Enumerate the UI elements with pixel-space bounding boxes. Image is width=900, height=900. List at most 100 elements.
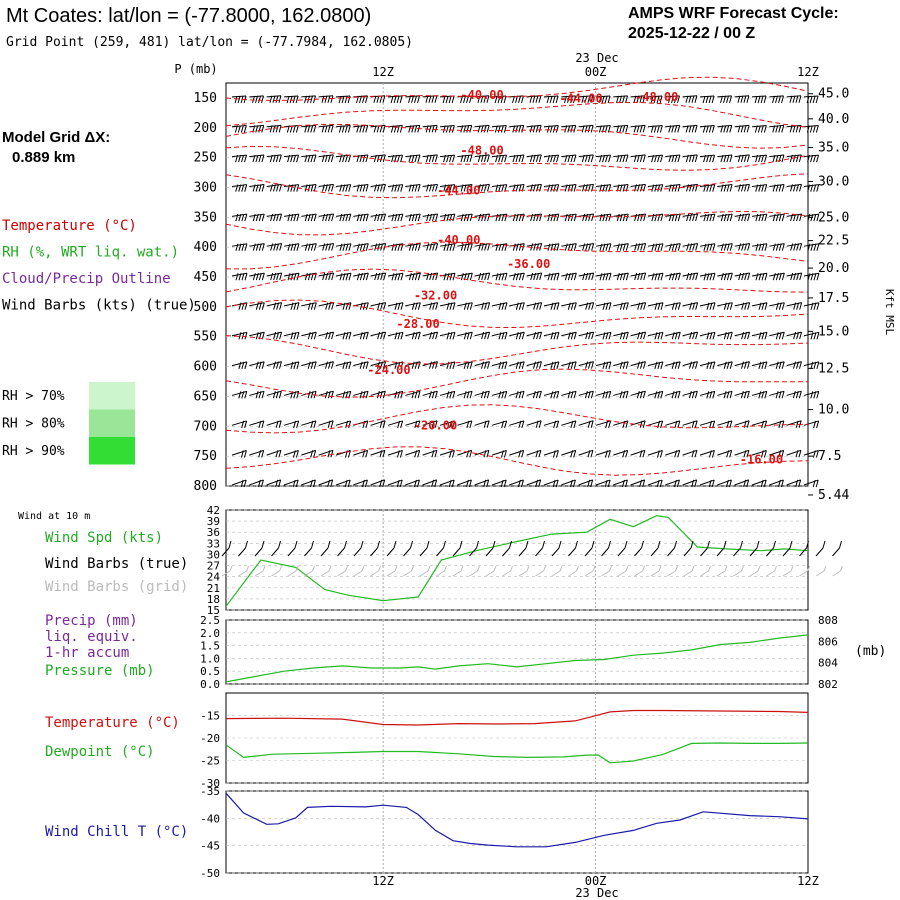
barb-flag — [605, 302, 609, 310]
wind-barb — [474, 420, 490, 428]
barb-shaft — [249, 272, 265, 277]
wind-barb — [422, 272, 439, 281]
pressure-tick-label: 600 — [194, 360, 217, 375]
wind-barb — [422, 302, 439, 310]
barb-flag — [708, 479, 712, 488]
wind-barb — [630, 331, 647, 340]
barb-flag — [740, 125, 744, 133]
barb-flag — [723, 184, 727, 192]
barb-flag — [625, 213, 629, 222]
barb-flag — [238, 391, 242, 399]
barb-flag — [290, 154, 294, 163]
barb-shaft — [370, 183, 386, 187]
barb-flag — [310, 302, 314, 310]
barb-shaft — [630, 420, 646, 426]
barb-flag — [494, 95, 498, 104]
barb-flag — [550, 391, 554, 399]
wind-barb — [751, 154, 768, 163]
barb-flag — [622, 184, 626, 192]
barb-flag — [712, 154, 716, 163]
wind-barb — [543, 302, 560, 310]
barb-flag — [348, 420, 352, 429]
barb-flag — [429, 361, 432, 369]
wind-barb-true — [832, 540, 842, 557]
barb-flag — [365, 95, 368, 104]
barb-shaft — [647, 450, 663, 456]
barb-flag — [414, 361, 418, 369]
wind-barb — [578, 479, 594, 487]
barb-flag — [521, 332, 525, 340]
rh-swatch — [89, 382, 135, 410]
wind-barb — [613, 390, 629, 399]
barb-flag — [521, 154, 525, 163]
barb-flag — [380, 331, 384, 340]
barb-flag — [723, 154, 727, 163]
barb-flag — [293, 184, 297, 192]
wind-barb — [266, 361, 282, 369]
barb-flag — [279, 361, 282, 369]
wind-barb — [283, 154, 300, 163]
barb-flag — [815, 125, 819, 133]
barb-flag — [616, 213, 620, 222]
barb-flag — [705, 125, 709, 133]
wind-barb — [353, 449, 369, 458]
wind-barb — [266, 183, 282, 192]
rh-legend: RH > 70%RH > 80%RH > 90% — [2, 382, 135, 465]
wind-barb — [734, 95, 750, 103]
barb-flag — [339, 214, 343, 222]
barb-shaft — [526, 272, 542, 277]
barb-flag — [839, 540, 842, 549]
barb-flag — [692, 331, 696, 340]
barb-flag — [640, 213, 644, 222]
barb-shaft — [301, 184, 317, 187]
barb-shaft — [717, 272, 733, 277]
barb-shaft — [249, 361, 265, 367]
top-date-label: 23 Dec — [575, 51, 618, 65]
barb-flag — [640, 302, 644, 310]
barb-shaft — [457, 361, 473, 367]
barb-flag — [290, 243, 294, 251]
barb-flag — [637, 213, 641, 222]
barb-flag — [486, 391, 490, 399]
barb-shaft — [699, 450, 715, 456]
barb-flag — [362, 361, 366, 369]
barb-flag — [695, 213, 699, 222]
barb-shaft — [301, 243, 317, 247]
wind-barb — [543, 450, 559, 458]
barb-shaft — [387, 243, 404, 247]
barb-flag — [379, 479, 383, 487]
barb-shaft — [578, 420, 594, 426]
barb-flag — [636, 154, 640, 163]
barb-flag — [685, 125, 689, 133]
wind-barb — [491, 450, 507, 458]
barb-shaft — [370, 331, 386, 337]
barb-flag — [741, 272, 745, 281]
barb-flag — [639, 95, 643, 103]
barb-flag — [619, 154, 623, 163]
barb-shaft — [595, 331, 612, 337]
y-tick-label: 36 — [207, 526, 220, 539]
barb-flag — [452, 332, 456, 340]
barb-shaft — [682, 183, 698, 187]
barb-flag — [608, 154, 612, 163]
barb-flag — [729, 243, 733, 251]
barb-shaft — [665, 213, 681, 217]
wind-barb-grid — [749, 565, 761, 577]
wind-barb — [803, 450, 819, 458]
barb-flag — [279, 331, 283, 340]
barb-shaft — [699, 361, 716, 367]
barb-shaft — [699, 331, 716, 337]
wind-barb — [370, 420, 386, 428]
barb-flag — [711, 450, 715, 458]
wind-barb — [370, 154, 386, 163]
barb-flag — [327, 450, 331, 458]
wind-barb — [439, 125, 455, 133]
barb-flag — [706, 332, 710, 340]
barb-flag — [812, 125, 816, 133]
barb-flag — [463, 125, 467, 133]
wind-barb — [370, 272, 387, 281]
barb-flag — [365, 302, 369, 310]
barb-flag — [518, 450, 522, 458]
barb-flag — [394, 214, 398, 222]
wind-barb — [578, 361, 594, 369]
